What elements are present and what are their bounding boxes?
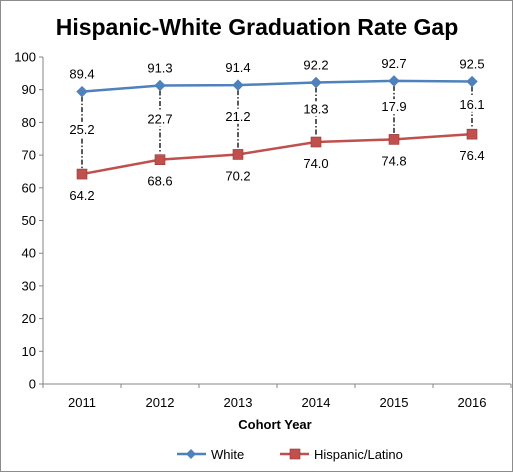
- data-label: 91.3: [147, 60, 172, 75]
- data-label: 92.5: [459, 57, 484, 72]
- y-tick-label: 100: [14, 50, 36, 65]
- gap-label-background: [66, 121, 98, 137]
- data-point: [76, 85, 88, 98]
- data-point: [232, 79, 244, 91]
- data-point: [388, 134, 400, 145]
- data-point: [466, 75, 478, 88]
- y-tick-label: 20: [22, 311, 36, 326]
- gap-label: 18.3: [303, 101, 328, 116]
- data-label: 92.7: [381, 56, 406, 71]
- y-tick-label: 10: [22, 344, 36, 359]
- data-label: 89.4: [69, 67, 94, 82]
- data-label: 64.2: [69, 188, 94, 203]
- x-tick-label: 2012: [146, 395, 175, 410]
- data-label: 92.2: [303, 58, 328, 73]
- x-tick-label: 2015: [380, 395, 409, 410]
- legend-label-white: White: [211, 447, 244, 462]
- data-point: [154, 154, 166, 165]
- data-point: [310, 136, 322, 148]
- data-label: 74.0: [303, 156, 328, 171]
- data-point: [388, 75, 400, 87]
- data-label: 76.4: [459, 148, 484, 163]
- y-tick-label: 40: [22, 246, 36, 261]
- data-point: [310, 76, 322, 89]
- y-tick-label: 0: [29, 377, 36, 392]
- x-tick-label: 2014: [302, 395, 331, 410]
- legend: White Hispanic/Latino: [177, 447, 403, 462]
- axes: 0 10 20 30 40 50 60 70 80 90 100 2011 2012 2013 2014 20…: [14, 50, 512, 410]
- gap-label-background: [300, 101, 332, 117]
- gap-label-background: [456, 96, 488, 112]
- x-tick-label: 2011: [68, 395, 96, 410]
- data-point: [76, 168, 88, 180]
- data-label: 91.4: [225, 60, 250, 75]
- chart-title: Hispanic-White Graduation Rate Gap: [56, 14, 459, 40]
- data-label: 68.6: [147, 174, 172, 189]
- legend-marker-hispanic: [289, 448, 301, 460]
- gap-label-background: [378, 99, 410, 115]
- series-line: [81, 132, 473, 176]
- legend-label-hispanic: Hispanic/Latino: [314, 447, 403, 462]
- data-point: [232, 149, 244, 160]
- gap-label: 25.2: [69, 122, 94, 137]
- x-axis-title: Cohort Year: [238, 417, 311, 432]
- y-tick-label: 60: [22, 180, 36, 195]
- gap-lines: [81, 85, 473, 169]
- legend-marker-white: [186, 449, 196, 459]
- x-tick-label: 2016: [458, 395, 487, 410]
- y-tick-label: 70: [22, 148, 36, 163]
- data-point: [466, 128, 478, 140]
- y-tick-label: 50: [22, 213, 36, 228]
- y-tick-label: 90: [22, 82, 36, 97]
- data-label: 70.2: [225, 168, 250, 183]
- gap-label: 17.9: [381, 99, 406, 114]
- gap-label: 21.2: [225, 109, 250, 124]
- data-point: [154, 79, 166, 92]
- gap-label-background: [222, 108, 254, 124]
- y-tick-label: 30: [22, 278, 36, 293]
- gap-label: 22.7: [147, 112, 172, 127]
- data-label: 74.8: [381, 153, 406, 168]
- x-tick-label: 2013: [224, 395, 253, 410]
- data-labels: 89.4 64.2 25.2 91.3 68.6 22.7 91.4 70.2 21.2 92.2…: [66, 56, 488, 203]
- gap-label-background: [144, 111, 176, 127]
- gap-label: 16.1: [459, 97, 484, 112]
- series-lines: [81, 79, 473, 176]
- y-tick-label: 80: [22, 115, 36, 130]
- series-line: [81, 79, 473, 93]
- series-markers: [76, 75, 478, 180]
